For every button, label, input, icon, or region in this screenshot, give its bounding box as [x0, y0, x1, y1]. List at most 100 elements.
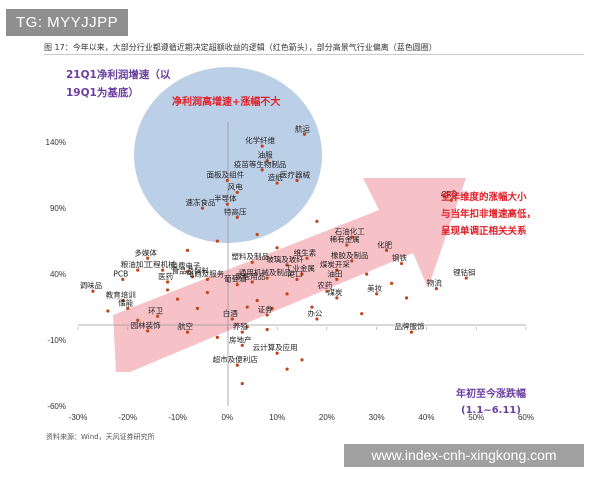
point-label: 风电 — [228, 181, 243, 191]
point-label: 石油化工 — [335, 226, 365, 236]
point-label: 化学纤维 — [245, 135, 275, 145]
x-tick-label: 60% — [518, 413, 534, 422]
data-point — [295, 178, 299, 183]
data-point — [91, 289, 95, 293]
data-point — [185, 248, 190, 252]
data-point — [390, 281, 394, 285]
x-tick-label: 0% — [222, 413, 234, 422]
data-point — [265, 313, 269, 317]
point-label: 粮油加工 — [121, 259, 151, 269]
data-point — [205, 290, 210, 295]
point-label: 多媒体 — [134, 247, 157, 257]
point-label: 疫苗等生物制品 — [234, 159, 287, 169]
data-point — [190, 275, 195, 279]
data-point — [404, 296, 409, 300]
point-label: 航运 — [295, 123, 310, 133]
data-point — [240, 330, 244, 334]
x-axis-title-line-1: 年初至今涨跌幅 — [456, 387, 526, 400]
data-point — [295, 277, 299, 281]
point-label: 家居用品 — [235, 271, 265, 281]
point-label: 玻璃及玻纤 — [266, 254, 304, 264]
point-label: 油田 — [327, 268, 342, 278]
point-label: 教育培训 — [106, 289, 136, 299]
y-axis-title-line-1: 21Q1净利润增速（以 — [66, 68, 171, 81]
point-label: 锂钴钼 — [453, 267, 476, 277]
point-label: 港口 — [288, 268, 303, 278]
data-point — [265, 276, 269, 280]
arrow-annotation-line-1: 全年维度的涨幅大小 — [440, 191, 527, 203]
data-point — [245, 305, 249, 309]
circle-annotation: 净利润高增速+涨幅不大 — [172, 95, 280, 108]
cro-leader-line — [440, 189, 456, 197]
point-label: 速冻食品 — [185, 197, 215, 207]
data-point — [305, 256, 309, 260]
y-tick-label: 90% — [50, 204, 66, 213]
data-point — [146, 256, 150, 260]
watermark-badge: TG: MYYJJPP — [6, 9, 129, 36]
point-label: 面板及组件 — [207, 169, 245, 179]
x-tick-label: -20% — [118, 413, 137, 422]
arrow-annotation-line-3: 呈现单调正相关关系 — [441, 225, 527, 237]
data-point — [365, 272, 369, 276]
point-label: 医药 — [158, 271, 173, 281]
x-tick-label: 10% — [269, 413, 285, 422]
point-label: PCB — [113, 269, 128, 278]
point-label: 稀有金属 — [330, 234, 360, 244]
data-point — [250, 280, 254, 284]
data-point — [434, 287, 438, 291]
data-point — [375, 292, 379, 296]
arrow-annotation-line-2: 与当年扣非增速高低， — [441, 208, 536, 220]
data-point — [464, 276, 468, 280]
data-point — [385, 248, 389, 252]
data-point — [449, 198, 453, 202]
point-label: 造纸 — [268, 172, 283, 182]
data-point — [350, 235, 354, 239]
data-point — [230, 317, 234, 321]
data-point — [240, 343, 244, 347]
data-point — [215, 239, 219, 243]
point-label: 医疗器械 — [280, 169, 310, 179]
x-tick-label: -10% — [168, 413, 187, 422]
point-label: 云计算及应用 — [253, 342, 298, 352]
point-label: 维生素 — [294, 247, 317, 257]
point-label: 化肥 — [377, 239, 392, 249]
x-tick-labels: -30% -20% -10% 0% 10% 20% 30% 40% 50% 60% — [69, 326, 534, 422]
data-point — [156, 314, 160, 318]
data-point — [225, 202, 229, 206]
point-label: 品牌服饰 — [395, 321, 425, 331]
data-point — [106, 309, 110, 313]
data-point — [126, 306, 130, 310]
data-point — [200, 206, 205, 210]
data-point — [161, 268, 165, 272]
point-label: 储能 — [118, 297, 133, 307]
data-point — [166, 288, 170, 292]
point-label: 煤炭开采 — [320, 259, 350, 269]
data-point — [235, 215, 239, 219]
data-point — [285, 367, 289, 371]
point-label: 煤炭 — [327, 287, 342, 297]
trend-arrow — [113, 178, 466, 372]
point-label: 房地产 — [229, 334, 252, 344]
point-label: 超市及便利店 — [213, 354, 258, 364]
x-tick-label: -30% — [69, 413, 88, 422]
data-point — [245, 325, 249, 329]
point-label: 白酒 — [223, 308, 238, 318]
data-point — [235, 283, 239, 287]
data-point — [195, 306, 200, 310]
data-points — [91, 132, 468, 386]
data-point — [345, 243, 349, 247]
point-label: 证券 — [258, 304, 273, 314]
point-label: 物流 — [427, 278, 442, 288]
data-point — [335, 277, 339, 281]
data-point — [250, 260, 254, 264]
point-label: 钢铁 — [392, 253, 407, 263]
data-point — [315, 317, 319, 321]
data-point — [205, 277, 210, 281]
data-point — [399, 261, 404, 266]
data-point — [215, 335, 219, 340]
data-point — [235, 190, 239, 194]
point-label: 调味品 — [80, 280, 103, 290]
point-label: 油服 — [258, 150, 273, 160]
data-point — [166, 280, 170, 284]
